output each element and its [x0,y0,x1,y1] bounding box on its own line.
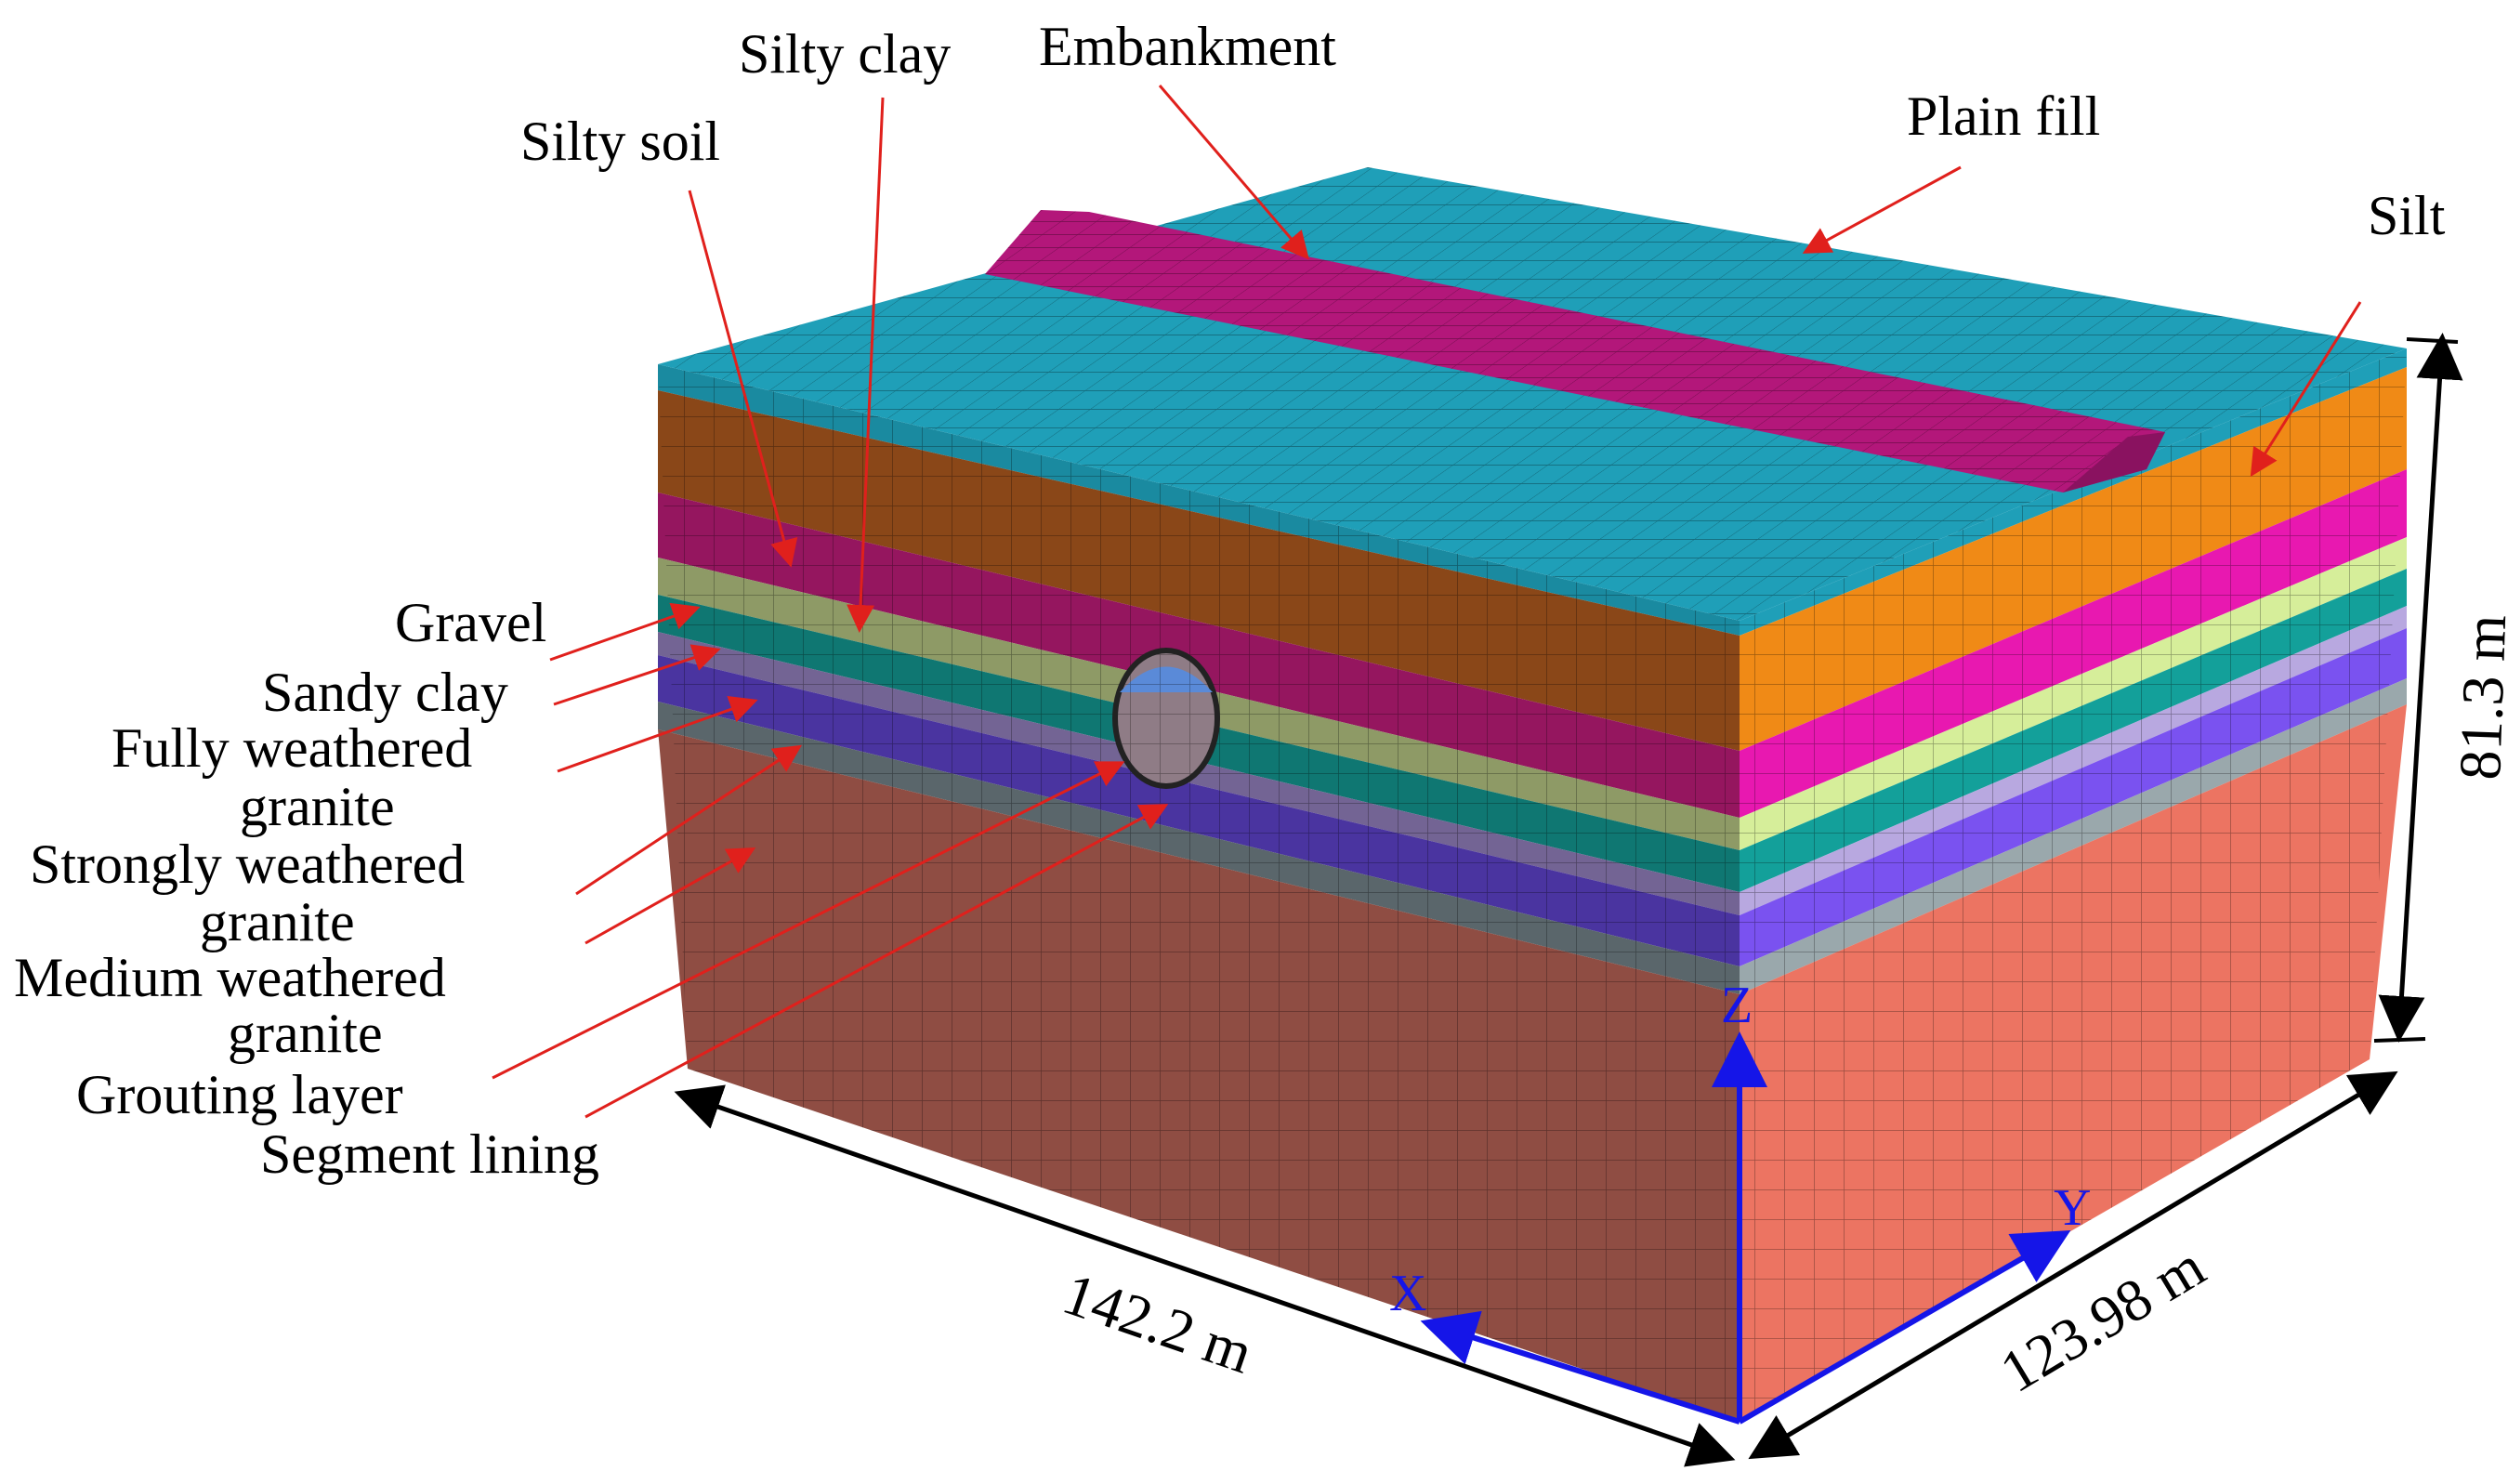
height-label: 81.3 m [2447,613,2508,781]
label-grouting-layer: Grouting layer [76,1064,403,1125]
label-segment-lining: Segment lining [260,1123,599,1185]
arrow-silt [2250,301,2362,478]
label-medium-weathered-2: granite [228,1003,383,1064]
arrow-embankment [1158,85,1309,260]
label-silty-clay: Silty clay [739,23,951,85]
width-dimension-line [1748,1070,2398,1460]
label-silt: Silt [2368,185,2446,246]
tunnel [1112,648,1220,789]
arrow-segment-lining [584,804,1169,1119]
label-medium-weathered-1: Medium weathered [14,947,446,1008]
labels: Embankment Plain fill Silty clay Silty s… [14,16,2446,1185]
arrow-plain-fill [1802,165,1962,254]
arrow-fully-weathered [557,695,758,773]
length-label: 142.2 m [1055,1260,1260,1386]
arrow-gravel [549,602,701,662]
arrow-silty-soil [688,190,798,568]
label-plain-fill: Plain fill [1907,85,2100,147]
length-dimension-line [674,1084,1736,1467]
arrow-silty-clay [847,97,885,633]
z-axis-label: Z [1721,977,1753,1034]
right-face [1740,348,2407,1422]
label-gravel: Gravel [395,592,546,653]
label-fully-weathered-1: Fully weathered [112,717,472,779]
embankment [985,210,2165,492]
y-axis-label: Y [2054,1179,2091,1237]
arrow-medium-weathered [584,847,756,945]
leader-arrows [492,85,2362,1119]
label-embankment: Embankment [1039,16,1336,77]
height-dimension-line [2378,333,2463,1043]
arrow-sandy-clay [553,644,721,706]
x-axis-label: X [1389,1265,1426,1322]
label-fully-weathered-2: granite [240,776,395,837]
arrow-strongly-weathered [575,744,803,896]
label-strongly-weathered-1: Strongly weathered [30,834,465,895]
label-sandy-clay: Sandy clay [262,662,508,723]
label-strongly-weathered-2: granite [200,891,355,952]
label-silty-soil: Silty soil [520,111,720,172]
arrow-grouting-layer [492,761,1125,1080]
embankment-end [2063,432,2165,492]
